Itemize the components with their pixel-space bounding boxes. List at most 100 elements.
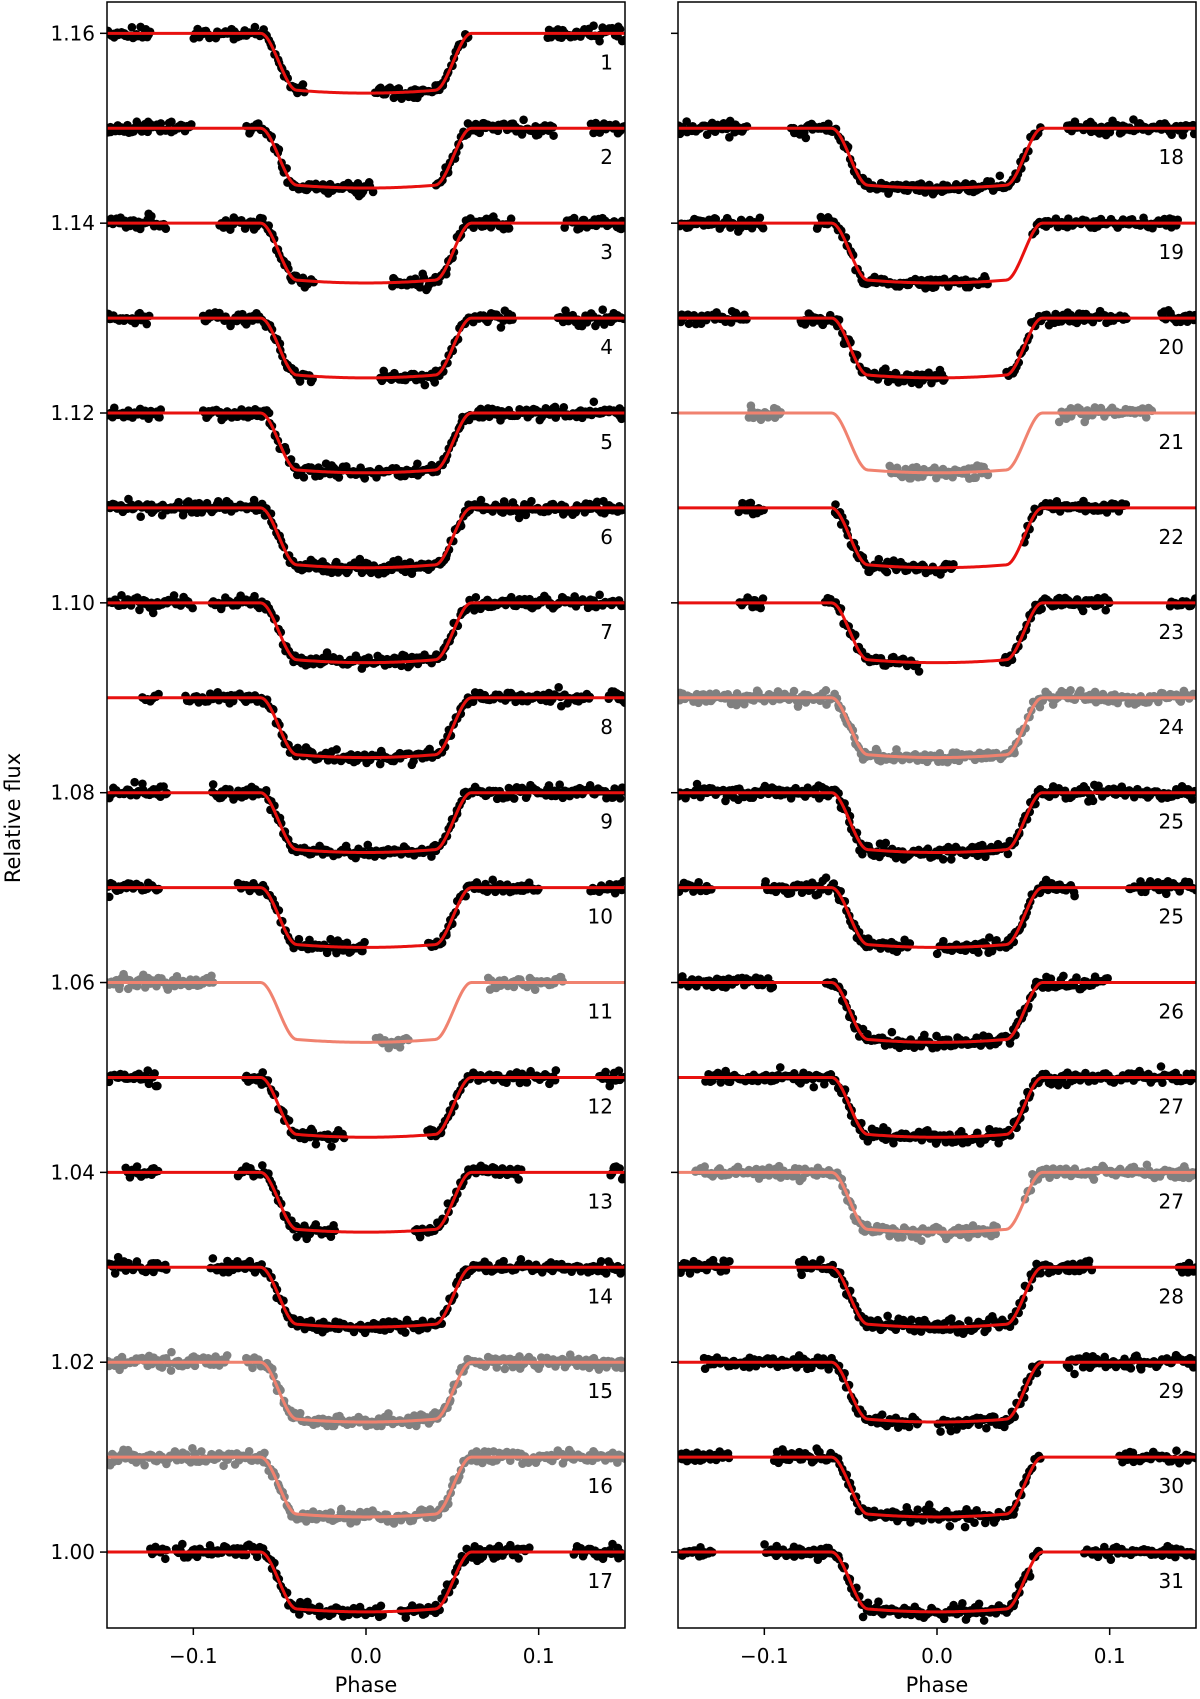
data-point	[504, 224, 514, 233]
data-point	[329, 463, 339, 473]
lightcurve-14	[107, 1252, 625, 1338]
x-tick-label: 0.0	[350, 1644, 382, 1668]
data-point	[368, 187, 378, 197]
model-curve	[107, 316, 625, 380]
data-point	[298, 80, 308, 89]
model-curve	[107, 221, 625, 285]
model-curve	[107, 601, 625, 665]
data-point	[295, 1408, 305, 1418]
model-curve	[107, 696, 625, 760]
data-point	[530, 985, 540, 994]
data-point	[595, 36, 604, 46]
lightcurve-1	[107, 21, 625, 104]
data-point	[555, 780, 564, 789]
data-point	[619, 1172, 625, 1182]
data-point	[376, 1601, 386, 1611]
data-point	[605, 1081, 615, 1091]
data-point	[509, 794, 519, 803]
data-point	[161, 1554, 170, 1564]
data-point	[130, 777, 139, 787]
data-point	[252, 1552, 262, 1562]
data-point	[147, 211, 156, 221]
model-curve	[107, 1170, 625, 1234]
model-curve	[107, 1360, 625, 1424]
data-point	[167, 1347, 176, 1357]
data-point	[506, 214, 516, 224]
curve-label: 5	[600, 430, 613, 454]
data-point	[519, 115, 528, 125]
data-point	[167, 117, 176, 127]
data-point	[186, 120, 196, 129]
data-point	[174, 497, 183, 507]
data-point	[238, 309, 247, 319]
data-point	[430, 378, 440, 387]
data-point	[620, 35, 625, 45]
curve-label: 12	[588, 1094, 613, 1118]
data-point	[332, 745, 341, 754]
model-curve	[107, 886, 625, 949]
data-point	[549, 131, 558, 140]
data-point	[295, 377, 305, 386]
axes-frame	[106, 1, 626, 1629]
data-point	[172, 971, 182, 981]
data-point	[615, 794, 625, 803]
data-point	[110, 1269, 120, 1278]
data-point	[396, 661, 406, 671]
curve-label: 2	[600, 145, 613, 169]
curve-label: 14	[588, 1284, 613, 1308]
data-point	[127, 23, 137, 32]
data-point	[756, 603, 765, 613]
data-point	[415, 282, 425, 292]
data-point	[400, 1328, 410, 1337]
lightcurve-20	[678, 306, 1196, 389]
data-point	[521, 510, 531, 520]
data-point	[132, 1162, 142, 1171]
data-point	[358, 946, 367, 956]
data-point	[601, 1067, 610, 1077]
y-tick-label: 1.14	[50, 211, 95, 235]
data-point	[610, 888, 620, 898]
model-curve	[107, 126, 625, 190]
data-point	[995, 171, 1005, 181]
lightcurve-15-rejected	[107, 1347, 625, 1431]
curve-label: 13	[588, 1189, 613, 1213]
data-point	[150, 1069, 159, 1078]
lightcurve-13	[107, 1161, 625, 1244]
data-point	[258, 214, 267, 223]
lightcurve-10	[107, 875, 625, 958]
curve-label: 7	[600, 620, 613, 644]
data-point	[169, 591, 179, 600]
data-point	[527, 496, 536, 506]
data-point	[395, 1043, 405, 1052]
data-points	[107, 397, 625, 483]
lightcurve-9	[107, 777, 625, 863]
data-point	[161, 224, 171, 234]
model-curve	[678, 221, 1196, 285]
lightcurve-7	[107, 590, 625, 673]
model-curve	[107, 31, 625, 95]
curve-label: 16	[588, 1474, 613, 1498]
data-point	[142, 319, 152, 329]
data-point	[554, 683, 563, 692]
data-point	[207, 971, 216, 981]
data-point	[596, 1257, 606, 1266]
data-point	[208, 780, 218, 789]
data-point	[914, 667, 924, 676]
x-tick-label: 0.1	[523, 1644, 555, 1668]
lightcurve-19	[678, 212, 1196, 293]
data-point	[619, 876, 625, 886]
data-point	[617, 414, 625, 424]
data-point	[1189, 129, 1196, 139]
data-points	[107, 777, 625, 863]
data-point	[123, 984, 133, 994]
plot-area	[107, 21, 625, 1623]
data-point	[342, 938, 352, 948]
model-curve	[107, 411, 625, 475]
data-point	[264, 408, 274, 418]
data-point	[514, 513, 524, 523]
y-tick-label: 1.00	[50, 1540, 95, 1564]
data-point	[522, 1078, 532, 1087]
lightcurve-21-rejected	[678, 401, 1196, 483]
data-point	[486, 223, 496, 232]
